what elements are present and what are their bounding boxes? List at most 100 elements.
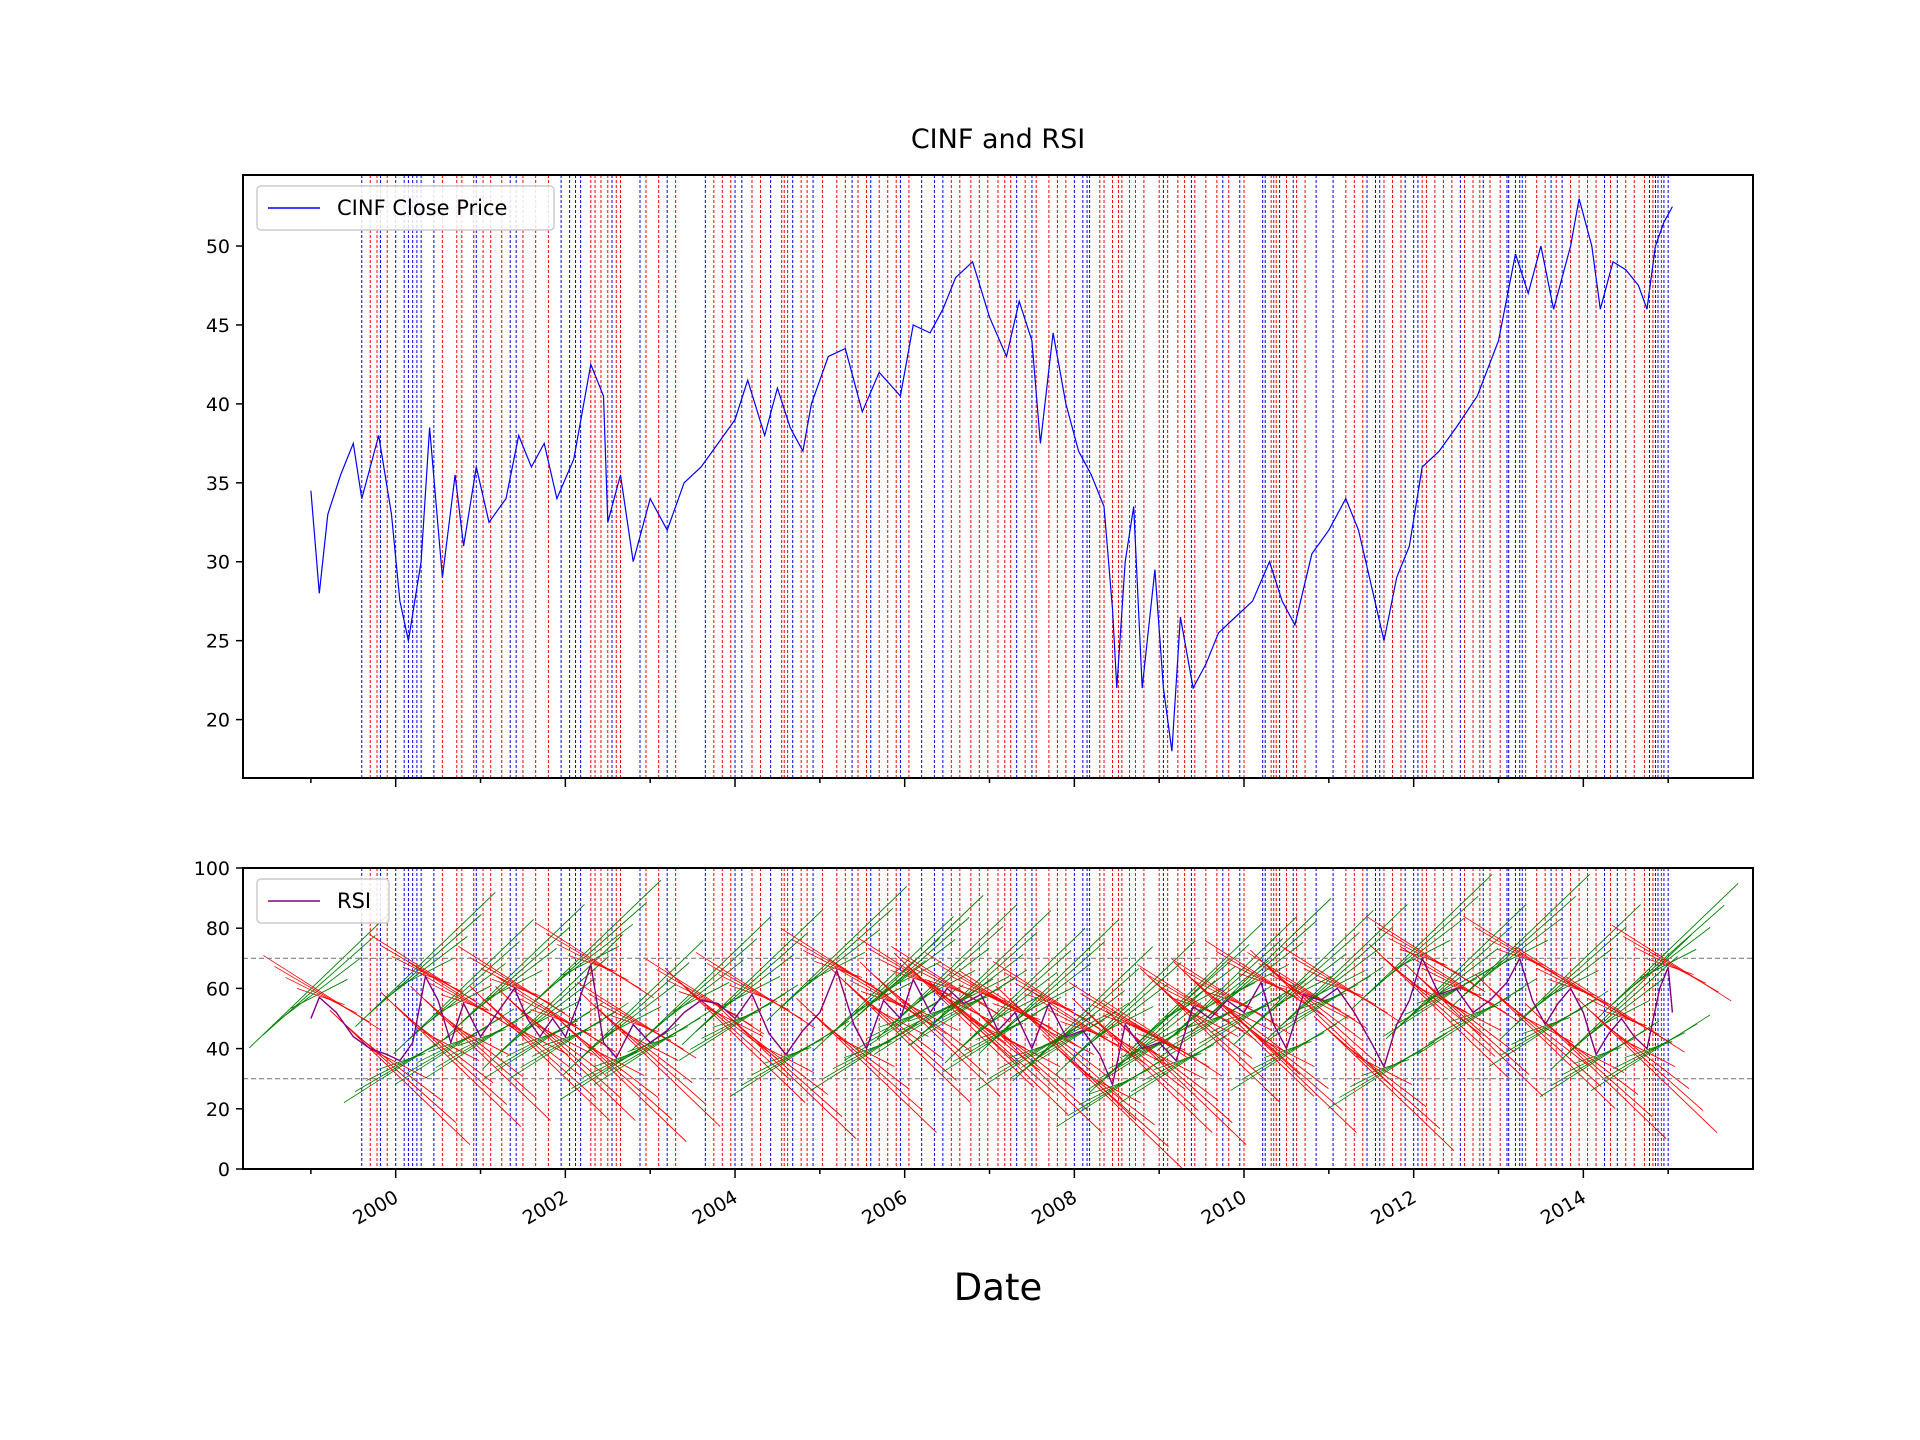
rsi-down-fan-ray <box>497 1012 583 1077</box>
rsi-fan-lines <box>249 873 1739 1169</box>
rsi-up-fan-ray <box>1267 904 1408 1040</box>
rsi-up-fan-ray <box>842 895 984 1031</box>
rsi-down-fan-ray <box>509 1002 629 1079</box>
rsi-down-fan-ray <box>927 979 1069 1115</box>
rsi-down-fan-ray <box>1313 1015 1455 1151</box>
rsi-down-fan-ray <box>824 1024 909 1089</box>
price-y-tick-label: 20 <box>206 710 230 732</box>
rsi-down-fan-ray <box>469 985 611 1121</box>
rsi-down-fan-ray <box>1474 973 1616 1109</box>
rsi-down-fan-ray <box>329 1009 471 1145</box>
rsi-down-fan-ray <box>961 997 1103 1133</box>
rsi-up-fan-ray <box>630 916 772 1052</box>
rsi-up-fan-ray <box>590 984 676 1049</box>
x-axis-label: Date <box>954 1266 1042 1309</box>
rsi-up-fan-ray <box>1218 942 1304 1007</box>
price-legend-box <box>256 185 555 231</box>
rsi-up-fan-ray <box>444 904 585 1040</box>
rsi-down-fan-ray <box>1133 1036 1219 1101</box>
rsi-up-fan-ray <box>910 910 1052 1046</box>
rsi-up-fan-ray <box>681 910 823 1046</box>
rsi-down-fan-ray <box>941 993 1055 1093</box>
rsi-y-tick-label: 0 <box>218 1159 230 1181</box>
rsi-up-fan-ray <box>548 923 634 989</box>
x-tick-label: 2008 <box>1028 1186 1081 1229</box>
rsi-down-fan-ray <box>729 1017 843 1117</box>
price-y-tick-label: 40 <box>206 394 230 416</box>
rsi-down-fan-ray <box>410 985 551 1121</box>
rsi-down-fan-ray <box>907 969 1028 1046</box>
rsi-down-fan-ray <box>664 967 806 1103</box>
rsi-up-fan-ray <box>576 962 690 1063</box>
rsi-down-fan-ray <box>810 1011 923 1111</box>
rsi-up-fan-ray <box>496 956 609 1057</box>
rsi-down-fan-ray <box>1105 1009 1247 1145</box>
x-tick-label: 2014 <box>1537 1186 1590 1229</box>
price-y-ticks: 20 25 30 35 40 45 50 <box>206 236 243 732</box>
rsi-up-fan-ray <box>1295 948 1380 1013</box>
rsi-up-fan-ray <box>1170 958 1291 1035</box>
x-tick-label: 2012 <box>1367 1186 1420 1229</box>
rsi-up-fan-ray <box>1026 988 1147 1065</box>
rsi-up-fan-ray <box>263 955 383 1032</box>
rsi-panel: 0 20 40 60 80 100 2000 2002 2004 2006 2008 2010 201… <box>194 858 1754 1230</box>
rsi-down-fan-ray <box>424 999 537 1099</box>
rsi-down-fan-ray <box>1382 956 1496 1057</box>
rsi-up-fan-ray <box>458 946 578 1023</box>
rsi-down-fan-ray <box>1042 1033 1183 1169</box>
rsi-down-fan-ray <box>1009 999 1123 1099</box>
price-y-tick-label: 30 <box>206 552 230 574</box>
rsi-y-tick-label: 80 <box>206 918 230 940</box>
rsi-down-fan-ray <box>921 979 1007 1044</box>
rsi-up-fan-ray <box>1625 926 1711 992</box>
rsi-down-fan-ray <box>743 1030 829 1095</box>
rsi-down-fan-ray <box>394 1008 515 1085</box>
rsi-axes-frame <box>242 867 1754 1170</box>
rsi-up-fan-ray <box>841 960 926 1025</box>
rsi-down-fan-ray <box>873 974 987 1075</box>
rsi-down-fan-ray <box>1153 980 1267 1081</box>
rsi-up-fan-ray <box>534 901 648 1002</box>
rsi-down-fan-ray <box>438 1012 523 1077</box>
price-y-tick-label: 50 <box>206 236 230 258</box>
rsi-up-fan-ray <box>520 879 662 1016</box>
rsi-down-fan-ray <box>380 991 522 1127</box>
rsi-down-fan-ray <box>1056 1047 1169 1148</box>
rsi-up-fan-ray <box>249 913 390 1049</box>
rsi-down-fan-ray <box>1167 994 1253 1059</box>
rsi-down-fan-ray <box>1278 976 1363 1041</box>
price-signal-lines <box>361 175 1669 778</box>
rsi-up-fan-ray <box>277 957 362 1022</box>
rsi-up-fan-ray <box>944 928 1086 1064</box>
rsi-down-fan-ray <box>559 1020 673 1120</box>
x-tick-label: 2010 <box>1198 1186 1251 1229</box>
rsi-up-fan-ray <box>562 940 704 1076</box>
rsi-down-fan-ray <box>796 997 937 1133</box>
rsi-up-fan-ray <box>1190 898 1332 1034</box>
rsi-legend: RSI <box>256 878 390 924</box>
rsi-down-fan-ray <box>1023 1012 1109 1077</box>
rsi-down-fan-ray <box>729 1020 850 1097</box>
rsi-down-fan-ray <box>1539 1017 1653 1117</box>
rsi-down-fan-ray <box>343 1023 457 1123</box>
rsi-down-fan-ray <box>1382 960 1503 1037</box>
rsi-y-tick-label: 20 <box>206 1099 230 1121</box>
rsi-up-fan-ray <box>1261 954 1346 1019</box>
rsi-down-fan-ray <box>858 994 943 1059</box>
rsi-up-fan-ray <box>534 921 655 999</box>
rsi-up-fan-ray <box>1102 980 1216 1081</box>
rsi-up-fan-ray <box>958 950 1072 1051</box>
rsi-up-fan-ray <box>1122 922 1264 1058</box>
rsi-up-fan-ray <box>577 982 697 1059</box>
rsi-down-fan-ray <box>887 988 973 1053</box>
rsi-down-fan-ray <box>1264 966 1384 1043</box>
rsi-up-fan-ray <box>1012 946 1154 1082</box>
rsi-up-fan-ray <box>1365 915 1486 993</box>
rsi-down-fan-ray <box>408 1018 494 1083</box>
rsi-down-fan-ray <box>1430 988 1516 1053</box>
rsi-down-fan-ray <box>907 965 1021 1066</box>
rsi-up-fan-ray <box>1247 932 1360 1032</box>
rsi-y-ticks: 0 20 40 60 80 100 <box>194 858 243 1181</box>
rsi-up-fan-ray <box>393 919 534 1055</box>
price-y-tick-label: 35 <box>206 473 230 495</box>
